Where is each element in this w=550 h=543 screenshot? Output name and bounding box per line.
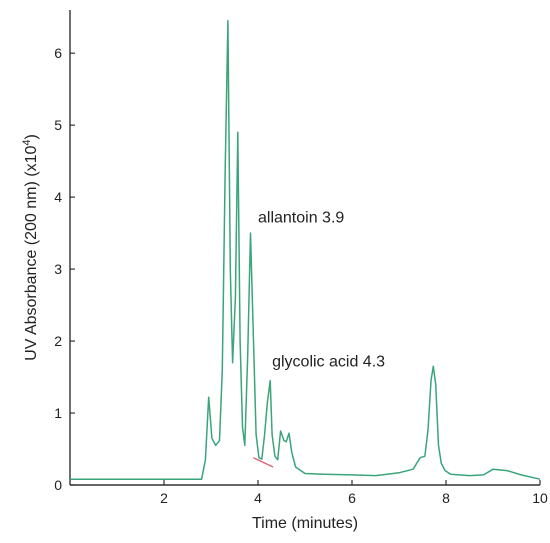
y-tick-label: 3 xyxy=(54,261,62,277)
y-axis-title-exponent: 4 xyxy=(21,139,33,145)
y-tick-label: 4 xyxy=(54,189,62,205)
y-tick-label: 0 xyxy=(54,477,62,493)
annotation-layer: allantoin 3.9 glycolic acid 4.3 xyxy=(258,209,385,370)
y-tick-label: 2 xyxy=(54,333,62,349)
peak-annotation: glycolic acid 4.3 xyxy=(272,353,385,370)
y-axis-title-main: UV Absorbance (200 nm) (x10 xyxy=(23,146,40,361)
x-tick-label: 2 xyxy=(160,490,168,506)
series-layer xyxy=(70,20,541,480)
x-axis-title: Time (minutes) xyxy=(252,515,358,532)
x-tick-label: 4 xyxy=(254,490,262,506)
tick-layer: 2 4 6 8 10 0 1 2 3 4 5 6 xyxy=(54,45,548,506)
y-tick-label: 6 xyxy=(54,45,62,61)
chromatogram-trace xyxy=(70,20,541,480)
x-tick-label: 10 xyxy=(532,490,548,506)
peak-annotation: allantoin 3.9 xyxy=(258,209,344,226)
x-tick-label: 6 xyxy=(348,490,356,506)
y-tick-label: 1 xyxy=(54,405,62,421)
peak-baseline-mark xyxy=(253,457,274,468)
y-axis-title-close: ) xyxy=(23,134,40,139)
y-axis-title: UV Absorbance (200 nm) (x104) xyxy=(21,134,40,361)
x-tick-label: 8 xyxy=(442,490,450,506)
y-tick-label: 5 xyxy=(54,117,62,133)
axes xyxy=(69,10,540,486)
